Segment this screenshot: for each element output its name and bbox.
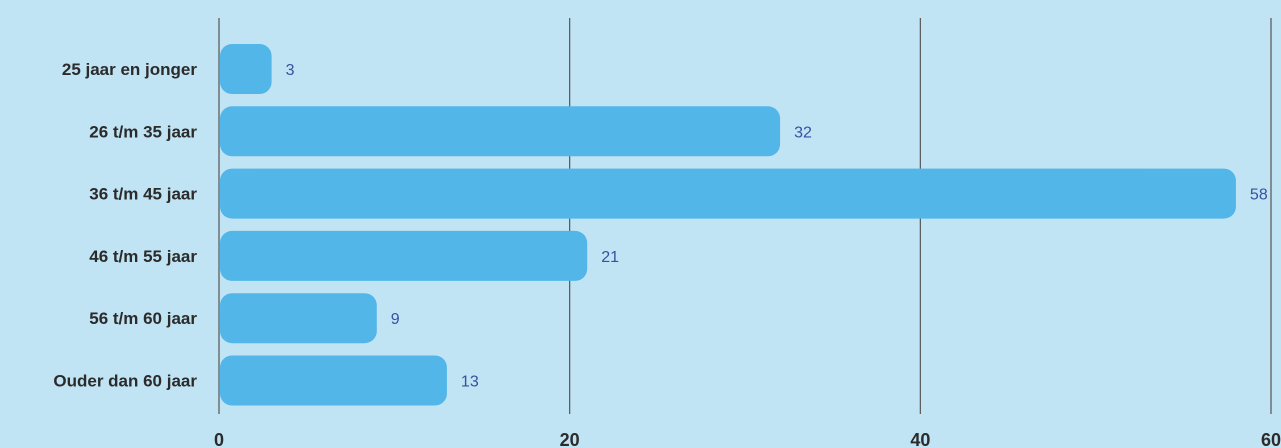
bar (220, 106, 781, 157)
category-label: 25 jaar en jonger (62, 60, 197, 79)
value-label: 13 (461, 374, 479, 391)
bar (220, 355, 447, 406)
category-label: Ouder dan 60 jaar (53, 372, 197, 391)
x-tick-label: 60 (1261, 430, 1281, 448)
category-label: 36 t/m 45 jaar (89, 185, 197, 204)
value-label: 32 (794, 124, 812, 141)
bar (220, 293, 377, 344)
value-label: 58 (1250, 187, 1268, 204)
bar (220, 168, 1236, 219)
x-tick-label: 20 (560, 430, 580, 448)
category-label: 46 t/m 55 jaar (89, 247, 197, 266)
x-tick-label: 0 (214, 430, 224, 448)
category-labels: 25 jaar en jonger 26 t/m 35 jaar 36 t/m 45… (53, 60, 197, 391)
bars (220, 44, 1236, 406)
category-label: 26 t/m 35 jaar (89, 122, 197, 141)
value-label: 3 (286, 62, 295, 79)
value-labels: 3 32 58 21 9 13 (286, 62, 1268, 391)
value-label: 9 (391, 311, 400, 328)
category-label: 56 t/m 60 jaar (89, 309, 197, 328)
x-tick-label: 40 (910, 430, 930, 448)
x-axis-tick-labels: 0 20 40 60 (214, 430, 1281, 448)
bar (220, 44, 272, 94)
bar (220, 230, 588, 281)
value-label: 21 (601, 249, 619, 266)
